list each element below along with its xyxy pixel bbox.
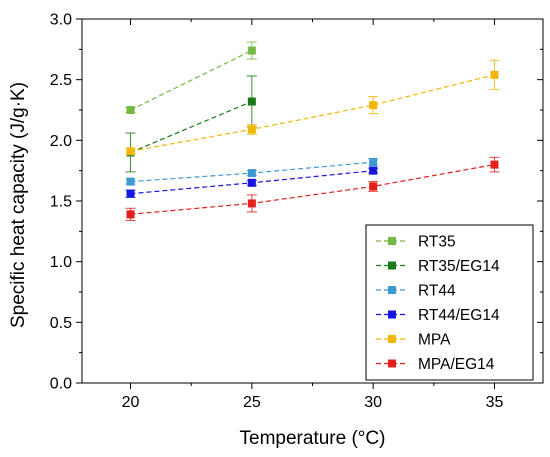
data-point: [126, 189, 135, 198]
series-layer: [125, 41, 500, 221]
data-point: [126, 210, 135, 219]
series-mpa: [125, 59, 500, 156]
x-axis-title: Temperature (°C): [240, 428, 386, 449]
data-point: [247, 169, 256, 178]
series-line: [130, 49, 253, 111]
series-line: [130, 74, 495, 152]
legend-entry: MPA: [376, 332, 451, 349]
y-tick-label: 0.5: [50, 315, 72, 332]
legend-label: RT44: [418, 283, 456, 300]
data-point: [247, 97, 256, 106]
legend-marker: [388, 359, 396, 368]
data-point: [490, 160, 499, 169]
y-tick-label: 3.0: [50, 12, 72, 29]
data-point: [126, 177, 135, 186]
data-point: [247, 125, 256, 134]
legend-marker: [388, 335, 396, 343]
series-rt44-eg14: [125, 166, 379, 198]
y-tick-label: 0.0: [50, 376, 72, 393]
legend-entry: MPA/EG14: [376, 356, 495, 373]
y-tick-label: 2.5: [50, 72, 72, 89]
legend-entry: RT44: [376, 283, 456, 300]
y-tick-label: 1.5: [50, 194, 72, 211]
x-tick-label: 25: [243, 394, 261, 411]
data-point: [247, 46, 256, 55]
data-point: [126, 106, 135, 114]
legend-label: RT44/EG14: [418, 307, 500, 324]
data-point: [247, 178, 256, 187]
series-line: [130, 100, 253, 154]
legend-box: [365, 224, 534, 381]
legend-label: MPA: [418, 332, 451, 349]
series-mpa-eg14: [125, 156, 500, 221]
legend-marker: [388, 310, 396, 319]
data-point: [490, 70, 499, 79]
series-line: [130, 164, 495, 215]
x-tick-label: 20: [122, 394, 140, 411]
y-tick-label: 2.0: [50, 133, 72, 150]
legend-label: RT35: [418, 234, 456, 251]
legend: RT35 RT35/EG14 RT44 RT44/EG14 MPA MPA/EG14: [365, 224, 534, 381]
data-point: [247, 199, 256, 208]
y-axis-title: Specific heat capacity (J/g·K): [8, 82, 29, 328]
legend-marker: [388, 286, 396, 294]
data-point: [369, 158, 378, 167]
legend-label: MPA/EG14: [418, 356, 495, 373]
y-tick-label: 1.0: [50, 254, 72, 271]
series-rt44: [125, 158, 379, 186]
legend-marker: [388, 261, 396, 270]
legend-label: RT35/EG14: [418, 258, 500, 275]
legend-entry: RT35: [376, 234, 456, 251]
series-rt35: [125, 41, 257, 114]
data-point: [369, 182, 378, 191]
series-rt35-eg14: [125, 75, 257, 173]
data-point: [369, 166, 378, 175]
ticks-layer: 20 25 30 35 0.0 0.5 1.0 1.5 2.0 2.5 3.0: [50, 12, 543, 411]
data-point: [126, 147, 135, 156]
legend-entry: RT44/EG14: [376, 307, 500, 324]
legend-entry: RT35/EG14: [376, 258, 500, 275]
x-tick-label: 30: [364, 394, 382, 411]
x-tick-label: 35: [486, 394, 504, 411]
data-point: [369, 101, 378, 110]
legend-marker: [388, 237, 396, 245]
